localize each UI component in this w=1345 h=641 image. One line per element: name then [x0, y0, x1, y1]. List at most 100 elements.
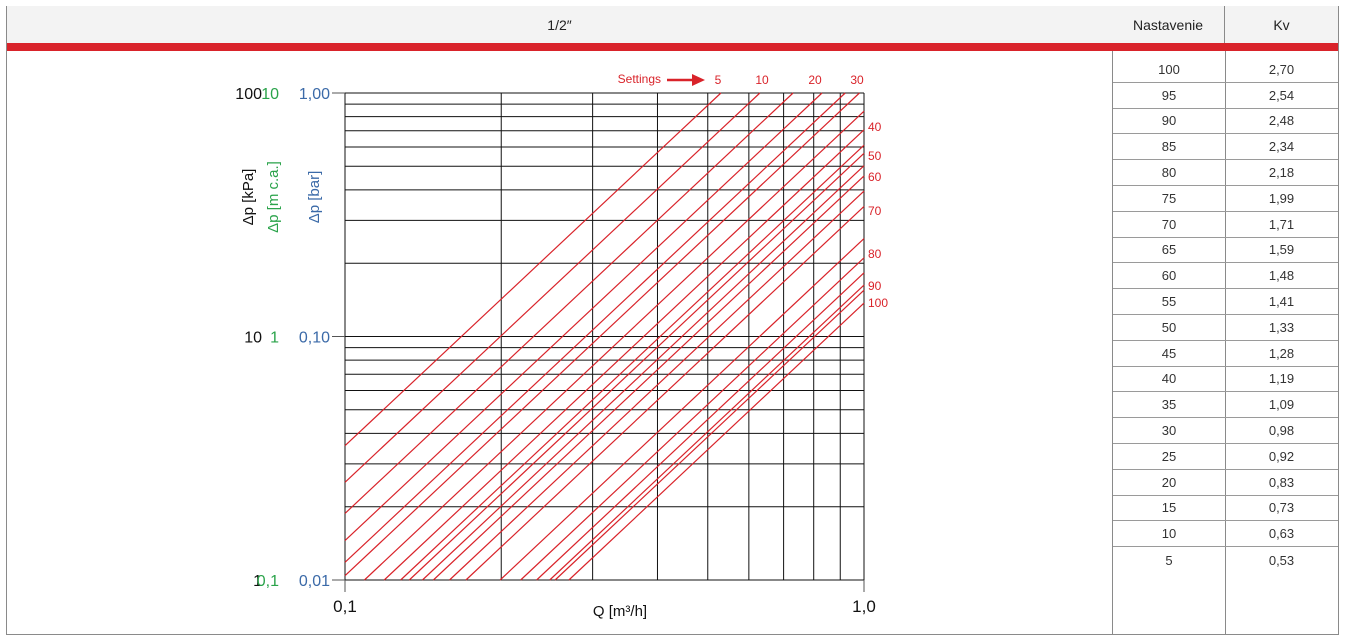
table-row: 5 0,53	[1113, 547, 1338, 573]
series-line-setting-10	[344, 92, 761, 483]
series-line-setting-15	[344, 92, 794, 514]
setting-cell: 90	[1161, 113, 1177, 129]
table-row: 35 1,09	[1113, 392, 1338, 419]
kv-cell: 1,71	[1268, 216, 1295, 232]
setting-cell: 85	[1161, 139, 1177, 155]
kv-cell: 2,18	[1268, 165, 1295, 181]
series-line-setting-60	[432, 175, 865, 581]
y-tick-label: 1	[253, 573, 262, 590]
y-tick-label: 1,00	[299, 86, 330, 103]
setting-cell: 60	[1161, 268, 1177, 284]
setting-cell: 40	[1161, 371, 1177, 387]
series-line-setting-65	[449, 190, 865, 581]
series-line-setting-55	[422, 165, 865, 581]
y-axis-title: Δp [m c.a.]	[265, 161, 282, 233]
settings-arrow-head	[692, 74, 705, 86]
setting-cell: 5	[1165, 552, 1173, 568]
settings-annotation: Settings	[618, 72, 661, 86]
table-row: 25 0,92	[1113, 444, 1338, 470]
series-line-setting-40	[383, 129, 865, 581]
series-line-setting-35	[364, 110, 865, 581]
setting-cell: 35	[1161, 397, 1177, 413]
chart-grid	[332, 92, 865, 592]
table-row: 20 0,83	[1113, 470, 1338, 496]
kv-cell: 0,63	[1268, 526, 1295, 542]
setting-label: 5	[715, 73, 722, 87]
kv-cell: 0,92	[1268, 448, 1295, 464]
kv-cell: 2,70	[1268, 61, 1295, 77]
accent-bar	[7, 43, 1338, 51]
setting-label: 40	[868, 120, 882, 134]
column-header-setting: Nastavenie	[1112, 6, 1225, 43]
kv-cell: 2,34	[1268, 139, 1295, 155]
setting-cell: 25	[1161, 448, 1177, 464]
setting-cell: 75	[1161, 190, 1177, 206]
series-line-setting-80	[520, 257, 865, 581]
table-row: 75 1,99	[1113, 186, 1338, 212]
series-line-setting-25	[344, 92, 846, 563]
y-tick-label: 10	[261, 86, 279, 103]
table-row: 60 1,48	[1113, 263, 1338, 290]
series-line-setting-75	[499, 238, 865, 581]
table-row: 30 0,98	[1113, 418, 1338, 444]
kv-cell: 0,53	[1268, 552, 1295, 568]
kv-cell: 1,41	[1268, 294, 1295, 310]
kv-cell: 1,28	[1268, 345, 1295, 361]
table-row: 45 1,28	[1113, 341, 1338, 367]
kv-cell: 1,33	[1268, 319, 1295, 335]
series-line-setting-30	[344, 92, 860, 577]
series-line-setting-45	[400, 144, 865, 581]
kv-cell: 1,19	[1268, 371, 1295, 387]
setting-cell: 95	[1161, 87, 1177, 103]
table-row: 40 1,19	[1113, 367, 1338, 393]
setting-label: 70	[868, 204, 882, 218]
y-axis-title: Δp [kPa]	[240, 169, 257, 226]
kv-cell: 1,59	[1268, 242, 1295, 258]
setting-label: 50	[868, 149, 882, 163]
setting-cell: 65	[1161, 242, 1177, 258]
kv-cell: 1,99	[1268, 190, 1295, 206]
kv-cell: 0,98	[1268, 423, 1295, 439]
setting-cell: 20	[1161, 474, 1177, 490]
column-header-kv: Kv	[1225, 6, 1338, 43]
setting-label: 30	[850, 73, 864, 87]
series-line-setting-100	[568, 302, 865, 581]
x-tick-label: 1,0	[852, 597, 876, 616]
y-tick-label: 10	[244, 330, 262, 347]
kv-cell: 0,73	[1268, 500, 1295, 516]
table-row: 80 2,18	[1113, 160, 1338, 186]
kv-cell: 1,48	[1268, 268, 1295, 284]
y-tick-label: 0,10	[299, 330, 330, 347]
table-row: 50 1,33	[1113, 315, 1338, 341]
series-line-setting-5	[344, 92, 722, 447]
setting-cell: 10	[1161, 526, 1177, 542]
setting-cell: 55	[1161, 294, 1177, 310]
setting-label: 80	[868, 247, 882, 261]
series-line-setting-20	[344, 92, 823, 542]
series-line-setting-90	[549, 284, 865, 581]
kv-cell: 2,54	[1268, 87, 1295, 103]
y-tick-label: 0,01	[299, 573, 330, 590]
setting-label: 60	[868, 170, 882, 184]
x-tick-label: 0,1	[333, 597, 357, 616]
kv-cell: 2,48	[1268, 113, 1295, 129]
column-divider	[1112, 51, 1113, 635]
setting-cell: 80	[1161, 165, 1177, 181]
setting-label: 20	[808, 73, 822, 87]
table-row: 100 2,70	[1113, 57, 1338, 83]
setting-cell: 45	[1161, 345, 1177, 361]
series-line-setting-95	[554, 289, 865, 581]
chart-title: 1/2″	[7, 6, 1113, 43]
setting-cell: 100	[1158, 61, 1180, 77]
kv-table: 100 2,70 95 2,54 90 2,48 85 2,34 80 2,18 75 1,99 70 1…	[1113, 57, 1338, 573]
setting-label: 10	[755, 73, 769, 87]
y-tick-label: 1	[270, 330, 279, 347]
table-row: 55 1,41	[1113, 289, 1338, 315]
y-tick-label: 0,1	[257, 573, 279, 590]
x-axis-title: Q [m³/h]	[593, 603, 647, 620]
kv-cell: 1,09	[1268, 397, 1295, 413]
table-row: 90 2,48	[1113, 109, 1338, 135]
chart-series	[344, 92, 865, 581]
table-row: 95 2,54	[1113, 83, 1338, 109]
